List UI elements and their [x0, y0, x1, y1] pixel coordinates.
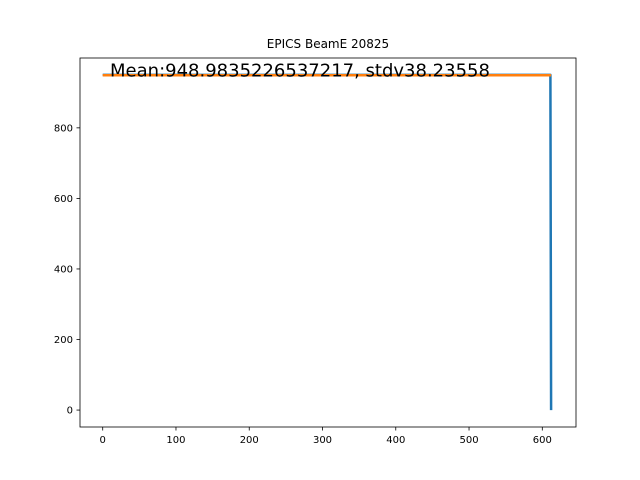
axes-frame [79, 57, 577, 428]
chart-title: EPICS BeamE 20825 [267, 37, 389, 51]
y-tick-label: 600 [54, 194, 73, 205]
x-tick-label: 500 [459, 435, 478, 446]
stats-annotation: Mean:948.9835226537217, stdv38.23558 [110, 60, 490, 81]
annotations: Mean:948.9835226537217, stdv38.23558 [110, 60, 490, 81]
x-tick-label: 600 [533, 435, 552, 446]
y-tick-label: 0 [67, 406, 73, 417]
y-tick-label: 800 [54, 123, 73, 134]
x-tick-label: 400 [386, 435, 405, 446]
y-tick-label: 200 [54, 335, 73, 346]
x-tick-label: 0 [100, 435, 106, 446]
x-tick-label: 200 [240, 435, 259, 446]
plot-area [102, 73, 553, 411]
x-tick-label: 300 [313, 435, 332, 446]
y-axis: 0 200 400 600 800 [54, 123, 80, 417]
x-axis: 0 100 200 300 400 500 600 [100, 427, 552, 446]
y-tick-label: 400 [54, 265, 73, 276]
x-tick-label: 100 [166, 435, 185, 446]
